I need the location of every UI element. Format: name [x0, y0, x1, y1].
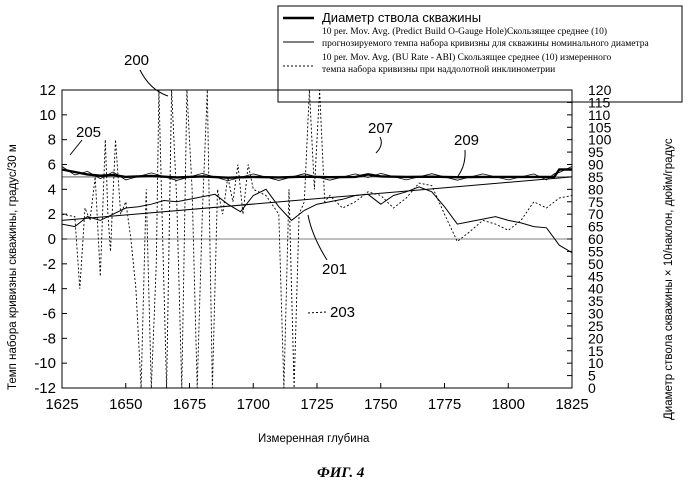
left-tick-label: 10	[39, 107, 56, 124]
x-tick-label: 1625	[45, 396, 78, 413]
y-axis-label-right: Диаметр ствола скважины × 10/наклон, дюй…	[663, 138, 675, 420]
left-tick-label: -2	[43, 256, 56, 273]
leader-207	[376, 137, 381, 153]
right-axis: 1201151101051009590858075706560555045403…	[567, 82, 612, 396]
y-axis-label-left: Темп набора кривизны скважины, градус/30…	[7, 144, 19, 390]
left-tick-label: 8	[48, 132, 56, 149]
x-tick-label: 1725	[300, 396, 333, 413]
left-tick-label: -8	[43, 330, 56, 347]
left-tick-label: -4	[43, 281, 56, 298]
x-tick-label: 1750	[364, 396, 397, 413]
leader-205	[70, 140, 82, 155]
gridlines	[62, 177, 572, 239]
leader-201	[308, 215, 327, 260]
x-tick-label: 1775	[428, 396, 461, 413]
x-tick-label: 1700	[237, 396, 270, 413]
ref-203: 203	[330, 304, 355, 321]
ref-209: 209	[454, 132, 479, 149]
ref-200: 200	[124, 52, 149, 69]
right-tick-label: 0	[588, 380, 596, 396]
series-line-2	[62, 177, 572, 221]
left-tick-label: -12	[34, 380, 56, 397]
legend: Диаметр ствола скважины 10 per. Mov. Avg…	[278, 6, 682, 102]
left-tick-label: 4	[48, 181, 56, 198]
x-tick-label: 1825	[555, 396, 588, 413]
x-axis-label: Измеренная глубина	[258, 433, 370, 445]
left-tick-label: 0	[48, 231, 56, 248]
ref-207: 207	[368, 120, 393, 137]
left-tick-label: -10	[34, 355, 56, 372]
x-tick-label: 1675	[173, 396, 206, 413]
left-tick-label: 2	[48, 206, 56, 223]
ref-205: 205	[76, 124, 101, 141]
x-tick-label: 1800	[492, 396, 525, 413]
ref-201: 201	[322, 261, 347, 278]
leader-200	[140, 70, 168, 96]
leader-209	[458, 150, 465, 176]
leader-203	[308, 312, 326, 313]
left-tick-label: 6	[48, 157, 56, 174]
figure-label: ФИГ. 4	[317, 465, 365, 481]
series-line-0-outline	[62, 167, 572, 181]
x-tick-label: 1650	[109, 396, 142, 413]
left-tick-label: 12	[39, 82, 56, 99]
left-tick-label: -6	[43, 306, 56, 323]
legend-label-borehole-diameter: Диаметр ствола скважины	[322, 10, 481, 25]
